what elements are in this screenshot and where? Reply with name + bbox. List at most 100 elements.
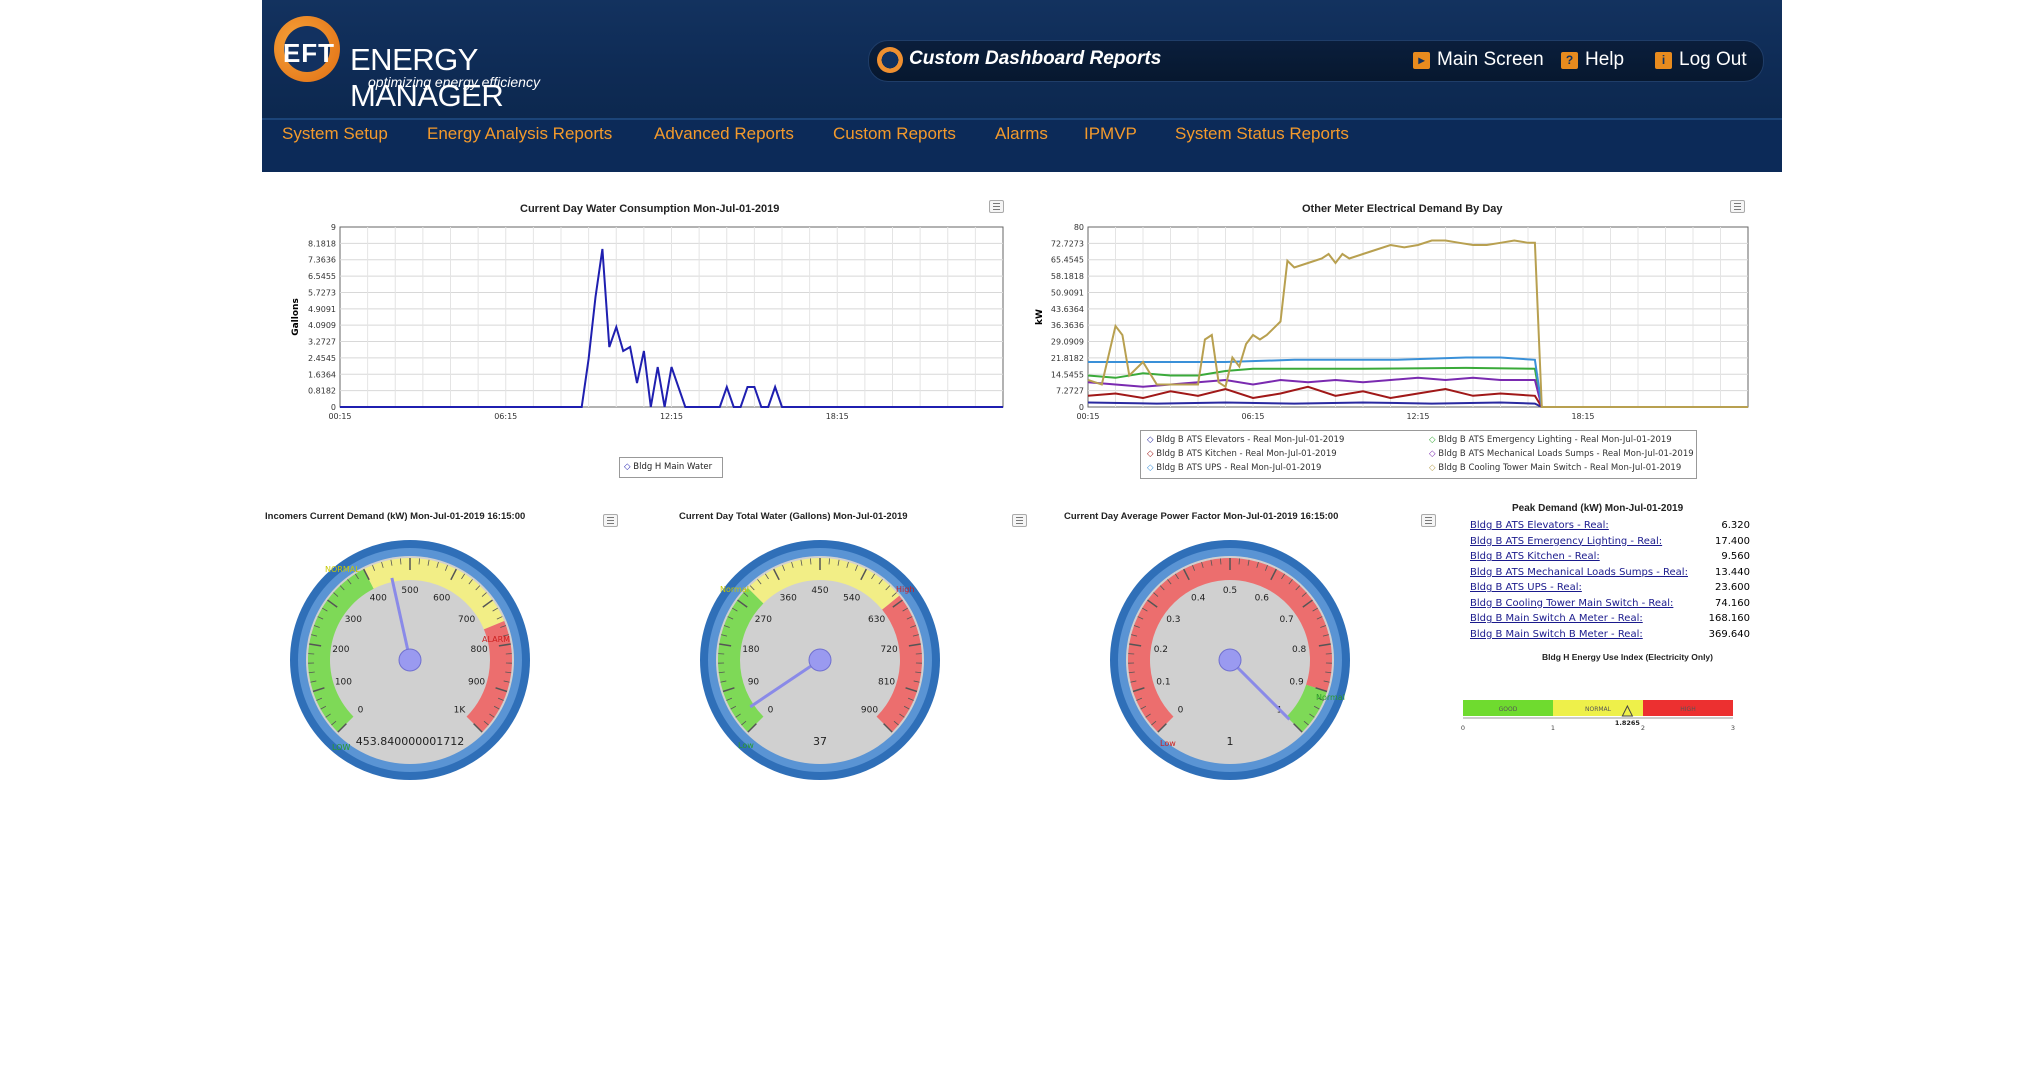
legend-item-4[interactable]: ◇ Bldg B ATS UPS - Real Mon-Jul-01-2019	[1147, 463, 1322, 473]
gauge-tick	[721, 634, 728, 637]
logo-mark-icon	[274, 16, 340, 82]
electrical-series-5	[1087, 239, 1748, 408]
eui-band-label: GOOD	[1499, 706, 1518, 713]
gauge-1-menu-icon[interactable]	[603, 514, 618, 527]
eui-band	[1463, 700, 1553, 716]
gauge-tick	[1175, 573, 1179, 580]
header: EFT ENERGY MANAGER optimizing energy eff…	[262, 0, 1782, 118]
logout-link[interactable]: Log Out	[1679, 49, 1747, 70]
gauge-tick-label: 450	[811, 586, 828, 596]
legend-item-2[interactable]: ◇ Bldg B ATS Kitchen - Real Mon-Jul-01-2…	[1147, 449, 1337, 459]
nav-system-setup[interactable]: System Setup	[282, 124, 388, 143]
gauge-tick	[502, 634, 509, 637]
gauge-tick	[312, 687, 325, 693]
series-bldg-h-main-water	[340, 248, 1003, 408]
peak-row-value: 74.160	[1715, 597, 1750, 609]
gauge-band	[718, 587, 764, 733]
gauge-tick	[436, 561, 439, 568]
main-screen-link[interactable]: Main Screen	[1437, 49, 1544, 70]
peak-row-value: 17.400	[1715, 535, 1750, 547]
gauge-value: 453.840000001712	[356, 735, 464, 748]
peak-row-link[interactable]: Bldg B ATS UPS - Real:	[1470, 582, 1582, 593]
nav-custom-reports[interactable]: Custom Reports	[833, 124, 956, 143]
gauge-tick	[1302, 599, 1313, 608]
nav-energy-analysis-reports[interactable]: Energy Analysis Reports	[427, 124, 613, 143]
nav-ipmvp[interactable]: IPMVP	[1084, 124, 1137, 143]
gauge-tick-label: 90	[748, 678, 760, 688]
help-link[interactable]: Help	[1585, 49, 1625, 70]
gauge-tick	[737, 599, 748, 608]
peak-row-link[interactable]: Bldg B ATS Elevators - Real:	[1470, 520, 1609, 531]
eui-marker	[1621, 704, 1634, 717]
legend-item-0[interactable]: ◇ Bldg B ATS Elevators - Real Mon-Jul-01…	[1147, 435, 1345, 445]
eui-tick-label: 3	[1731, 724, 1735, 732]
gauge-tick	[1320, 625, 1327, 628]
gauge-tick	[500, 625, 507, 628]
gauge-tick	[310, 680, 317, 683]
electrical-series-2	[1087, 385, 1748, 408]
gauge-tick	[1128, 671, 1135, 674]
gauge-tick	[483, 720, 489, 726]
legend-item-5[interactable]: ◇ Bldg B Cooling Tower Main Switch - Rea…	[1429, 463, 1682, 473]
water-y-tick-label: 9	[331, 223, 336, 232]
gauge-tick	[1220, 558, 1222, 565]
peak-demand-title: Peak Demand (kW) Mon-Jul-01-2019	[1512, 503, 1684, 514]
gauge-tick-label: 360	[780, 594, 797, 604]
gauge-band-label: NORMAL	[325, 565, 360, 574]
gauge-tick	[1133, 625, 1140, 628]
logout-icon[interactable]: i	[1655, 52, 1672, 69]
gauge-3-menu-icon[interactable]	[1421, 514, 1436, 527]
gauge-2-menu-icon[interactable]	[1012, 514, 1027, 527]
nav-alarms[interactable]: Alarms	[995, 124, 1048, 143]
gauge-tick	[878, 579, 883, 585]
gauge-tick	[1313, 705, 1320, 710]
gauge-tick	[495, 687, 508, 693]
peak-row-link[interactable]: Bldg B Main Switch A Meter - Real:	[1470, 613, 1643, 624]
peak-row-link[interactable]: Bldg B Main Switch B Meter - Real:	[1470, 628, 1643, 640]
gauge-tick-label: 500	[401, 586, 418, 596]
electrical-y-tick-label: 50.9091	[1051, 288, 1084, 297]
page-title: Custom Dashboard Reports	[909, 48, 1162, 69]
gauge-tick	[1183, 568, 1190, 581]
gauge-tick	[493, 705, 500, 710]
gauge-tick	[773, 568, 780, 581]
nav-system-status-reports[interactable]: System Status Reports	[1175, 124, 1349, 143]
water-y-tick-label: 0	[331, 403, 336, 412]
electrical-x-tick-label: 00:15	[1076, 412, 1099, 421]
electrical-y-tick-label: 80	[1074, 223, 1084, 232]
gauge-tick	[427, 559, 430, 566]
legend-item-1[interactable]: ◇ Bldg B ATS Emergency Lighting - Real M…	[1429, 435, 1672, 445]
electrical-chart-menu-icon[interactable]	[1730, 200, 1745, 213]
gauge-value: 37	[813, 735, 827, 748]
gauge-tick	[1270, 568, 1277, 581]
peak-row-link[interactable]: Bldg B Cooling Tower Main Switch - Real:	[1470, 597, 1674, 609]
peak-row-link[interactable]: Bldg B ATS Mechanical Loads Sumps - Real…	[1470, 566, 1688, 578]
gauge-tick	[905, 687, 918, 693]
gauge-tick-label: 270	[755, 615, 772, 625]
gauge-tick	[497, 697, 504, 701]
peak-row-value: 23.600	[1715, 582, 1750, 593]
water-chart-menu-icon[interactable]	[989, 200, 1004, 213]
peak-row: Bldg B ATS Elevators - Real: 6.320	[1470, 520, 1750, 535]
gauge-tick	[1325, 671, 1332, 674]
legend-item-bldg-h-main-water[interactable]: ◇ Bldg H Main Water	[624, 462, 713, 472]
gauge-tick	[727, 616, 734, 620]
water-chart: 0 0.8182 1.6364 2.4545 3.2727 4.0909 4.9091 5.7…	[291, 223, 1004, 421]
gauge-tick	[1322, 634, 1329, 637]
main-screen-icon[interactable]: ▸	[1413, 52, 1430, 69]
legend-item-3[interactable]: ◇ Bldg B ATS Mechanical Loads Sumps - Re…	[1429, 449, 1694, 459]
water-y-tick-label: 2.4545	[308, 354, 336, 363]
gauge-tick	[1140, 705, 1147, 710]
water-y-tick-label: 4.0909	[308, 321, 336, 330]
water-y-tick-label: 4.9091	[308, 305, 336, 314]
electrical-y-tick-label: 43.6364	[1051, 305, 1084, 314]
gauge-tick-label: 810	[878, 678, 895, 688]
gauge-tick	[730, 705, 737, 710]
peak-row-link[interactable]: Bldg B ATS Emergency Lighting - Real:	[1470, 535, 1663, 547]
nav-advanced-reports[interactable]: Advanced Reports	[654, 124, 794, 143]
gauge-tick	[444, 565, 448, 571]
gauge-tick	[1301, 592, 1307, 597]
help-icon[interactable]: ?	[1561, 52, 1578, 69]
gauge-tick	[906, 616, 913, 620]
peak-row-link[interactable]: Bldg B ATS Kitchen - Real:	[1470, 551, 1600, 562]
